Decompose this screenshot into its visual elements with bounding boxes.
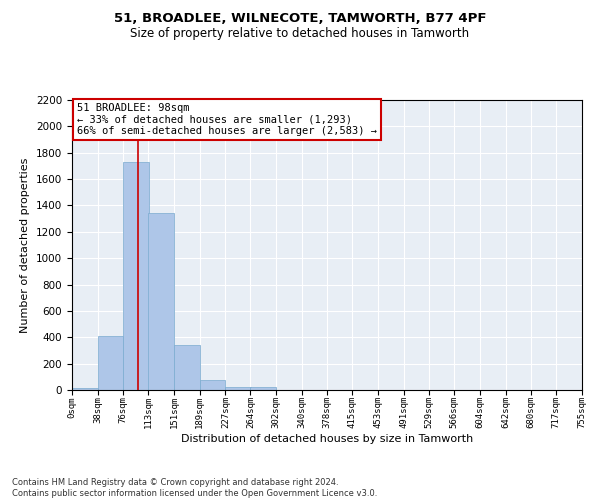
- Text: Size of property relative to detached houses in Tamworth: Size of property relative to detached ho…: [130, 28, 470, 40]
- Bar: [250, 386, 276, 390]
- Bar: [98, 336, 124, 390]
- Bar: [148, 214, 174, 390]
- Bar: [200, 380, 226, 390]
- Bar: [72, 388, 98, 390]
- Bar: [174, 345, 200, 390]
- X-axis label: Distribution of detached houses by size in Tamworth: Distribution of detached houses by size …: [181, 434, 473, 444]
- Bar: [124, 162, 149, 390]
- Bar: [226, 386, 251, 390]
- Text: 51 BROADLEE: 98sqm
← 33% of detached houses are smaller (1,293)
66% of semi-deta: 51 BROADLEE: 98sqm ← 33% of detached hou…: [77, 103, 377, 136]
- Y-axis label: Number of detached properties: Number of detached properties: [20, 158, 31, 332]
- Text: Contains HM Land Registry data © Crown copyright and database right 2024.
Contai: Contains HM Land Registry data © Crown c…: [12, 478, 377, 498]
- Text: 51, BROADLEE, WILNECOTE, TAMWORTH, B77 4PF: 51, BROADLEE, WILNECOTE, TAMWORTH, B77 4…: [114, 12, 486, 26]
